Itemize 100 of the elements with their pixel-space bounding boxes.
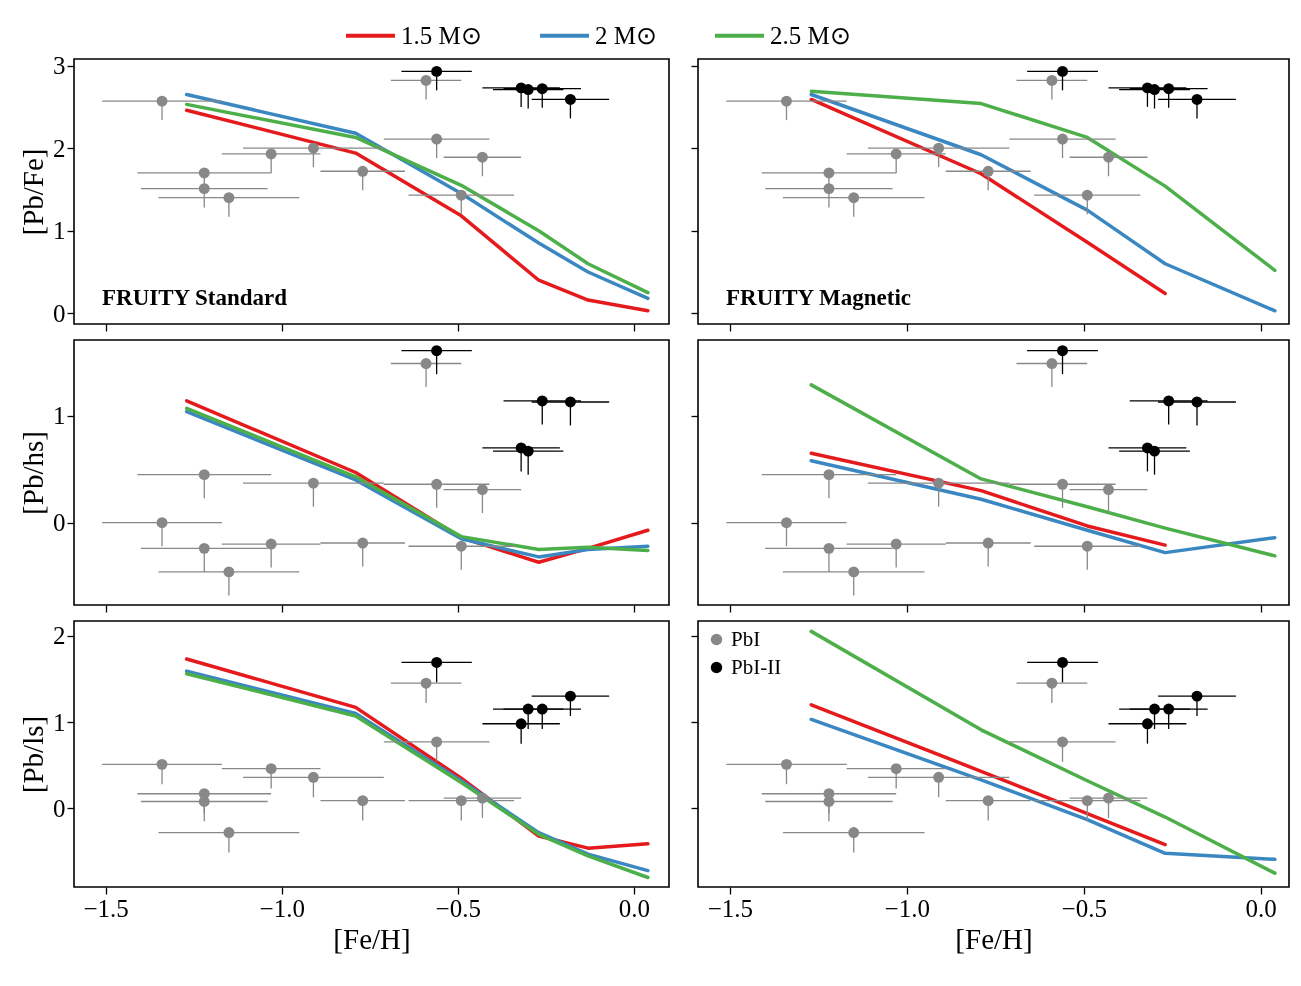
point (307, 771, 319, 783)
point (564, 93, 576, 105)
point (781, 95, 792, 107)
annotation: FRUITY Standard (102, 285, 288, 310)
point (515, 718, 527, 730)
point (265, 538, 277, 550)
point (455, 795, 467, 807)
point (476, 151, 488, 163)
y-tick-label: 1 (53, 217, 66, 245)
point (1057, 65, 1068, 77)
point (476, 792, 488, 804)
y-axis-title: [Pb/Fe] (17, 148, 49, 236)
point (223, 827, 235, 839)
point (307, 477, 319, 489)
point (1081, 795, 1093, 807)
y-axis-title: [Pb/ls] (17, 715, 49, 794)
annotation: FRUITY Magnetic (726, 285, 912, 310)
point (223, 566, 235, 578)
point (1149, 703, 1160, 715)
point (933, 142, 945, 154)
x-axis-title: [Fe/H] (955, 922, 1033, 955)
point (431, 478, 443, 490)
point (1149, 445, 1160, 457)
point (890, 538, 902, 550)
point (420, 358, 432, 369)
point (982, 165, 994, 177)
point (781, 517, 792, 529)
point (420, 75, 432, 86)
point (1081, 189, 1093, 201)
point (357, 165, 369, 177)
point (1046, 677, 1058, 689)
point (198, 183, 210, 195)
point (823, 183, 835, 195)
x-tick-label: −1.0 (259, 894, 305, 922)
point (431, 133, 443, 145)
point (1103, 151, 1114, 163)
point (1057, 736, 1068, 748)
point (781, 758, 792, 770)
point (431, 656, 443, 668)
point (1057, 478, 1068, 490)
point (156, 95, 168, 107)
x-axis-title: [Fe/H] (333, 922, 411, 955)
point (198, 469, 210, 481)
point (198, 167, 210, 179)
y-tick-label: 2 (53, 134, 66, 162)
point (198, 542, 210, 554)
point (848, 827, 860, 839)
point (265, 148, 277, 160)
point (1141, 718, 1153, 730)
point (156, 758, 168, 770)
point (522, 84, 534, 96)
point (536, 395, 548, 407)
point (431, 736, 443, 748)
point (1046, 358, 1058, 369)
y-axis-title: [Pb/hs] (17, 431, 49, 515)
point (265, 763, 277, 775)
legend-label: PbI-II (731, 654, 782, 679)
x-tick-label: −0.5 (1061, 894, 1107, 922)
point (476, 484, 488, 496)
point (1191, 690, 1203, 702)
point (1103, 792, 1114, 804)
point (982, 795, 994, 807)
point (1191, 396, 1203, 408)
point (536, 703, 548, 715)
point (1057, 656, 1068, 668)
y-tick-label: 0 (53, 299, 66, 327)
point (564, 396, 576, 408)
point (848, 566, 860, 578)
y-tick-label: 0 (53, 794, 66, 822)
point (455, 540, 467, 552)
legend-label: PbI (731, 626, 761, 651)
point (848, 192, 860, 204)
y-tick-label: 0 (53, 509, 66, 537)
x-tick-label: −1.0 (884, 894, 930, 922)
point (522, 445, 534, 457)
point (431, 65, 443, 77)
point (431, 345, 443, 357)
x-tick-label: −0.5 (435, 894, 481, 922)
point (933, 477, 945, 489)
point (1163, 83, 1175, 95)
point (1057, 133, 1068, 145)
point (890, 148, 902, 160)
point (1163, 395, 1175, 407)
point (982, 537, 994, 549)
x-tick-label: 0.0 (1245, 894, 1277, 922)
legend-label: 2.5 M⊙ (770, 21, 851, 49)
point (223, 192, 235, 204)
point (156, 517, 168, 529)
point (1081, 540, 1093, 552)
point (198, 796, 210, 807)
legend-label: 1.5 M⊙ (401, 21, 482, 49)
point (1057, 345, 1068, 357)
point (455, 189, 467, 201)
y-tick-label: 1 (53, 708, 66, 736)
point (823, 167, 835, 179)
y-tick-label: 2 (53, 622, 66, 650)
y-tick-label: 1 (53, 402, 66, 430)
point (536, 83, 548, 95)
point (823, 796, 835, 807)
point (1046, 75, 1058, 86)
